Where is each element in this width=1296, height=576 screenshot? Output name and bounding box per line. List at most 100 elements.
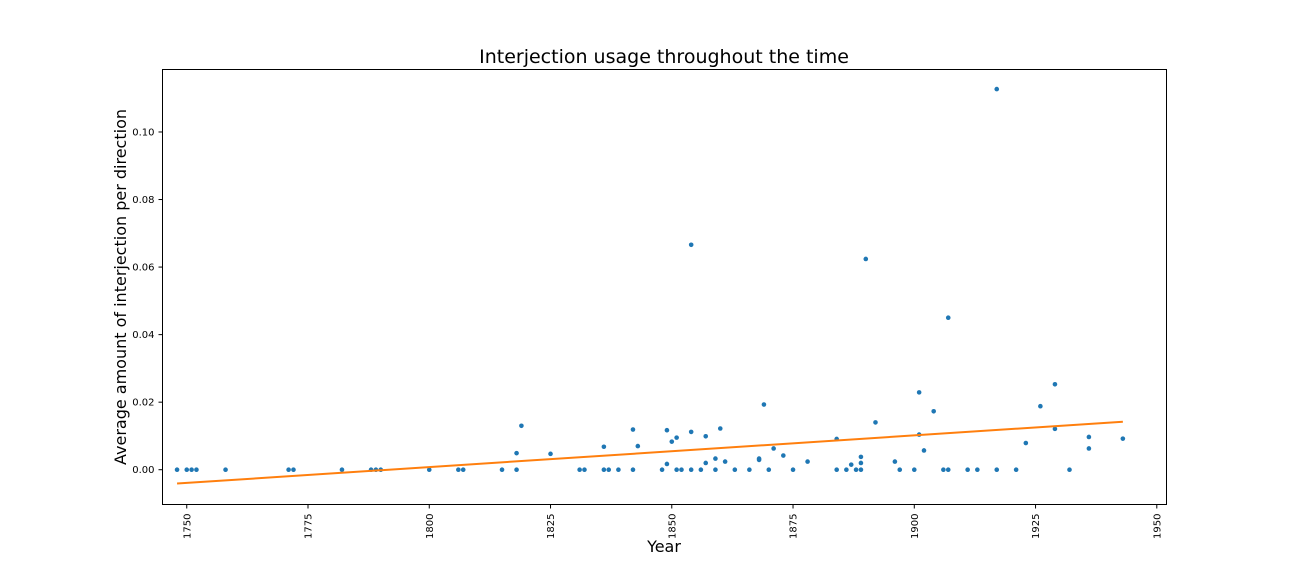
- scatter-point: [630, 427, 636, 432]
- scatter-point: [674, 467, 679, 473]
- y-axis-label: Average amount of interjection per direc…: [111, 109, 130, 465]
- scatter-point: [460, 467, 466, 473]
- scatter-point: [781, 453, 786, 458]
- scatter-point: [805, 459, 810, 464]
- scatter-point: [863, 256, 869, 262]
- scatter-point: [1052, 381, 1058, 387]
- scatter-point: [606, 467, 612, 473]
- y-tick-label: 0.04: [132, 330, 154, 341]
- scatter-point: [1023, 440, 1029, 446]
- chart-title: Interjection usage throughout the time: [479, 46, 849, 68]
- scatter-point: [426, 467, 432, 473]
- scatter-point: [703, 433, 709, 439]
- scatter-point: [688, 467, 694, 473]
- scatter-point: [892, 459, 898, 464]
- scatter-point: [679, 467, 684, 473]
- scatter-point: [1086, 446, 1092, 451]
- scatter-point: [722, 459, 728, 464]
- scatter-point: [732, 467, 738, 473]
- scatter-point: [965, 467, 970, 473]
- y-axis: 0.00 0.02 0.04 0.06 0.08 0.10: [132, 127, 163, 476]
- plot-layer: [174, 86, 1126, 485]
- scatter-point: [659, 467, 665, 473]
- scatter-point: [514, 467, 519, 473]
- scatter-point: [848, 462, 854, 467]
- x-tick-label: 1750: [182, 514, 193, 539]
- scatter-point: [286, 467, 291, 473]
- scatter-point: [1120, 436, 1126, 441]
- scatter-point: [931, 408, 936, 414]
- scatter-point: [713, 467, 718, 473]
- scatter-point: [291, 467, 296, 473]
- scatter-point: [790, 467, 796, 473]
- scatter-point: [1013, 467, 1019, 473]
- x-tick-label: 1875: [789, 514, 800, 539]
- scatter-point: [1052, 426, 1058, 432]
- scatter-point: [688, 429, 694, 435]
- scatter-point: [975, 467, 980, 473]
- scatter-point: [174, 467, 180, 473]
- scatter-point: [945, 315, 951, 321]
- scatter-point: [853, 467, 859, 473]
- scatter-point: [514, 450, 519, 456]
- scatter-point: [834, 467, 839, 473]
- scatter-point: [664, 461, 670, 467]
- x-axis: 1750 1775 1800 1825 1850 1875 1900 1925 1950: [182, 504, 1163, 539]
- scatter-point: [582, 467, 587, 473]
- y-tick-label: 0.08: [132, 195, 154, 206]
- scatter-point: [756, 456, 762, 461]
- scatter-point: [911, 467, 917, 473]
- scatter-point: [703, 460, 709, 466]
- scatter-point: [616, 467, 621, 473]
- x-tick-label: 1850: [667, 514, 678, 539]
- scatter-point: [747, 467, 752, 473]
- scatter-point: [674, 435, 679, 440]
- x-axis-label: Year: [646, 537, 681, 556]
- trend-line: [176, 420, 1123, 485]
- scatter-point: [223, 467, 228, 473]
- scatter-point: [669, 439, 675, 444]
- scatter-point: [717, 426, 723, 431]
- scatter-point: [339, 467, 345, 473]
- y-tick-label: 0.02: [132, 398, 154, 409]
- scatter-point: [577, 467, 582, 473]
- scatter-point: [1038, 403, 1043, 409]
- scatter-point: [921, 448, 927, 453]
- scatter-point: [189, 467, 194, 473]
- y-tick-label: 0.10: [132, 127, 154, 138]
- scatter-point: [194, 467, 199, 473]
- x-tick-label: 1950: [1152, 514, 1163, 539]
- x-tick-label: 1775: [304, 514, 315, 539]
- scatter-point: [941, 467, 946, 473]
- scatter-point: [897, 467, 903, 473]
- x-tick-label: 1800: [425, 514, 436, 539]
- y-tick-label: 0.06: [132, 263, 154, 274]
- scatter-point: [858, 460, 864, 466]
- scatter-point: [184, 467, 190, 473]
- scatter-point: [601, 467, 607, 473]
- scatter-point: [698, 467, 704, 473]
- scatter-point: [994, 86, 1000, 92]
- scatter-point: [873, 420, 878, 425]
- scatter-point: [766, 467, 772, 473]
- scatter-point: [1086, 434, 1092, 440]
- scatter-point: [858, 467, 864, 473]
- scatter-point: [1067, 467, 1072, 473]
- scatter-point: [945, 467, 951, 473]
- scatter-point: [771, 446, 776, 451]
- scatter-point: [456, 467, 461, 473]
- scatter-point: [916, 390, 922, 395]
- scatter-point: [601, 444, 607, 450]
- scatter-point: [688, 242, 694, 248]
- plot-frame: [162, 69, 1167, 505]
- scatter-point: [761, 402, 767, 407]
- scatter-point: [844, 467, 849, 473]
- scatter-point: [713, 456, 718, 461]
- x-tick-label: 1925: [1031, 514, 1042, 539]
- y-tick-label: 0.00: [132, 465, 154, 476]
- scatter-point: [994, 467, 1000, 473]
- scatter-point: [548, 451, 553, 457]
- scatter-point: [519, 423, 524, 429]
- scatter-point: [858, 454, 864, 460]
- scatter-point: [635, 443, 641, 449]
